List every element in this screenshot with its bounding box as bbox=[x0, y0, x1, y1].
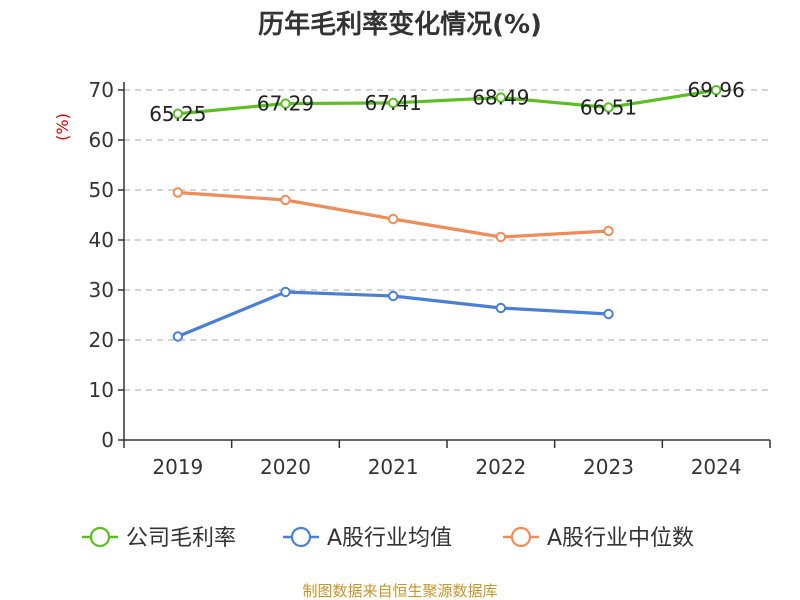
legend-item: A股行业中位数 bbox=[503, 526, 694, 551]
data-label: 65.25 bbox=[149, 102, 206, 126]
x-tick-label: 2020 bbox=[260, 455, 311, 479]
y-tick-label: 0 bbox=[101, 428, 114, 452]
legend-marker bbox=[89, 526, 111, 548]
legend-marker bbox=[510, 526, 532, 548]
x-tick-label: 2024 bbox=[691, 455, 742, 479]
data-point bbox=[495, 302, 507, 314]
legend-label: A股行业中位数 bbox=[547, 526, 694, 551]
data-point bbox=[280, 286, 291, 298]
x-tick-label: 2021 bbox=[368, 455, 419, 479]
data-point bbox=[710, 85, 722, 96]
data-point bbox=[280, 194, 291, 206]
legend: 公司毛利率 A股行业均值 A股行业中位数 bbox=[82, 526, 694, 551]
data-point bbox=[495, 92, 507, 103]
data-point bbox=[280, 98, 291, 109]
data-label: 66.51 bbox=[580, 95, 637, 119]
data-point bbox=[172, 108, 184, 119]
data-point bbox=[603, 225, 614, 237]
data-point bbox=[603, 308, 614, 320]
data-point bbox=[172, 187, 184, 198]
legend-item: A股行业均值 bbox=[283, 526, 452, 551]
axes: 0 10 20 30 40 50 60 70 2019 2020 2021 2022 2023 2024 bbox=[89, 78, 771, 479]
data-label: 69.96 bbox=[688, 78, 745, 102]
y-axis-label: (%) bbox=[53, 113, 72, 141]
y-tick-label: 40 bbox=[89, 228, 114, 252]
legend-item: 公司毛利率 bbox=[82, 526, 236, 551]
legend-label: 公司毛利率 bbox=[126, 526, 236, 551]
data-labels: 65.25 67.29 67.41 68.49 66.51 69.96 bbox=[149, 78, 745, 126]
legend-label: A股行业均值 bbox=[327, 526, 452, 551]
y-tick-label: 10 bbox=[89, 378, 114, 402]
y-tick-label: 30 bbox=[89, 278, 114, 302]
data-point bbox=[387, 213, 399, 225]
x-tick-label: 2022 bbox=[475, 455, 526, 479]
data-label: 68.49 bbox=[472, 86, 529, 110]
series-line bbox=[176, 88, 718, 116]
data-label: 67.41 bbox=[365, 91, 422, 115]
data-point bbox=[495, 231, 507, 243]
chart-title: 历年毛利率变化情况(%) bbox=[258, 9, 542, 40]
x-tick-label: 2023 bbox=[583, 455, 634, 479]
y-tick-label: 60 bbox=[89, 128, 114, 152]
source-note: 制图数据来自恒生聚源数据库 bbox=[302, 582, 497, 600]
data-point bbox=[387, 97, 399, 109]
grid-lines bbox=[124, 89, 770, 391]
legend-marker bbox=[290, 526, 312, 548]
y-tick-label: 20 bbox=[89, 328, 114, 352]
data-point bbox=[172, 331, 184, 342]
data-label: 67.29 bbox=[257, 92, 314, 116]
data-point bbox=[603, 102, 614, 113]
y-tick-label: 50 bbox=[89, 178, 114, 202]
x-tick-label: 2019 bbox=[152, 455, 203, 479]
y-tick-label: 70 bbox=[89, 78, 114, 102]
series-lines bbox=[172, 85, 722, 342]
data-point bbox=[387, 290, 399, 302]
